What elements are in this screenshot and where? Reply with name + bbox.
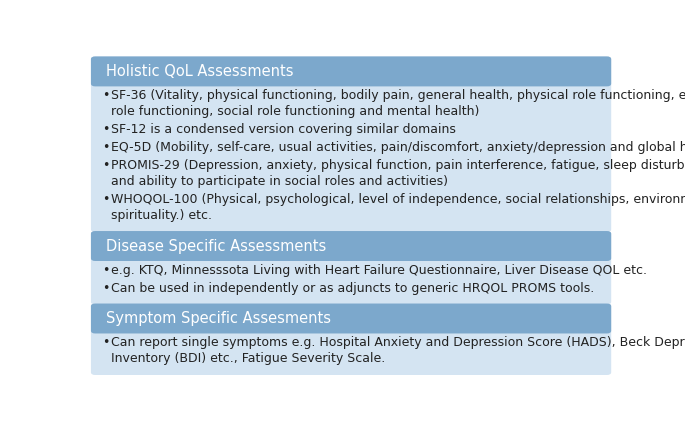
Text: •: •	[103, 282, 110, 295]
FancyBboxPatch shape	[91, 231, 611, 261]
FancyBboxPatch shape	[91, 304, 611, 375]
Text: •: •	[103, 89, 110, 102]
FancyBboxPatch shape	[91, 57, 611, 232]
FancyBboxPatch shape	[91, 57, 611, 86]
Text: spirituality.) etc.: spirituality.) etc.	[111, 209, 212, 222]
Text: •: •	[103, 159, 110, 172]
Text: Can be used in independently or as adjuncts to generic HRQOL PROMS tools.: Can be used in independently or as adjun…	[111, 282, 595, 295]
Bar	[95, 80, 607, 84]
Bar	[95, 327, 607, 331]
Text: •: •	[103, 336, 110, 349]
Text: and ability to participate in social roles and activities): and ability to participate in social rol…	[111, 175, 448, 188]
Text: EQ-5D (Mobility, self-care, usual activities, pain/discomfort, anxiety/depressio: EQ-5D (Mobility, self-care, usual activi…	[111, 141, 685, 154]
Text: e.g. KTQ, Minnesssota Living with Heart Failure Questionnaire, Liver Disease QOL: e.g. KTQ, Minnesssota Living with Heart …	[111, 264, 647, 277]
Text: Can report single symptoms e.g. Hospital Anxiety and Depression Score (HADS), Be: Can report single symptoms e.g. Hospital…	[111, 336, 685, 349]
Text: •: •	[103, 141, 110, 154]
FancyBboxPatch shape	[91, 231, 611, 305]
Text: •: •	[103, 123, 110, 136]
Text: Holistic QoL Assessments: Holistic QoL Assessments	[105, 64, 293, 79]
Text: •: •	[103, 264, 110, 277]
Text: Disease Specific Assessments: Disease Specific Assessments	[105, 239, 326, 254]
Text: role functioning, social role functioning and mental health): role functioning, social role functionin…	[111, 105, 480, 118]
Text: •: •	[103, 193, 110, 206]
Text: WHOQOL-100 (Physical, psychological, level of independence, social relationships: WHOQOL-100 (Physical, psychological, lev…	[111, 193, 685, 206]
Text: Inventory (BDI) etc., Fatigue Severity Scale.: Inventory (BDI) etc., Fatigue Severity S…	[111, 352, 386, 365]
FancyBboxPatch shape	[91, 304, 611, 333]
Bar	[95, 254, 607, 258]
Text: SF-36 (Vitality, physical functioning, bodily pain, general health, physical rol: SF-36 (Vitality, physical functioning, b…	[111, 89, 685, 102]
Text: SF-12 is a condensed version covering similar domains: SF-12 is a condensed version covering si…	[111, 123, 456, 136]
Text: Symptom Specific Assesments: Symptom Specific Assesments	[105, 311, 331, 326]
Text: PROMIS-29 (Depression, anxiety, physical function, pain interference, fatigue, s: PROMIS-29 (Depression, anxiety, physical…	[111, 159, 685, 172]
